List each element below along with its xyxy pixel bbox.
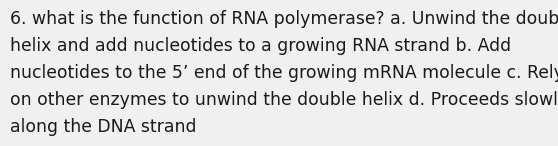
Text: 6. what is the function of RNA polymerase? a. Unwind the double: 6. what is the function of RNA polymeras… [10,10,558,28]
Text: along the DNA strand: along the DNA strand [10,118,196,136]
Text: on other enzymes to unwind the double helix d. Proceeds slowly: on other enzymes to unwind the double he… [10,91,558,109]
Text: helix and add nucleotides to a growing RNA strand b. Add: helix and add nucleotides to a growing R… [10,37,511,55]
Text: nucleotides to the 5’ end of the growing mRNA molecule c. Rely: nucleotides to the 5’ end of the growing… [10,64,558,82]
